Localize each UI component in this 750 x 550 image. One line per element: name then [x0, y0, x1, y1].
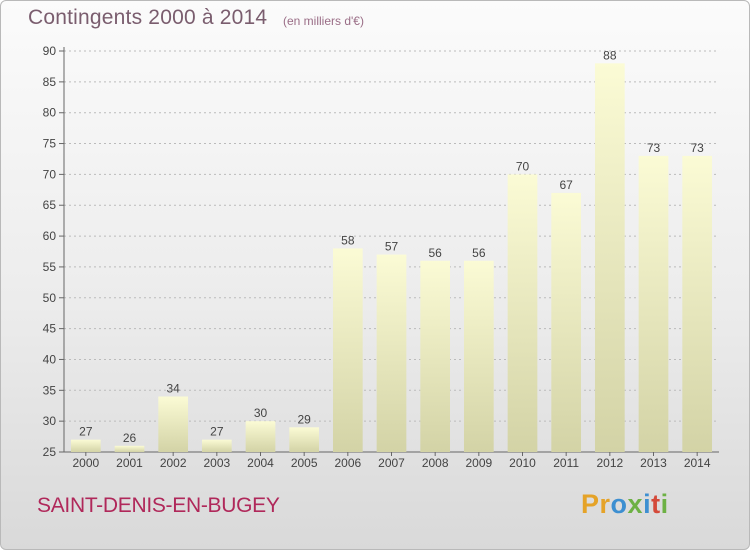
x-tick-label: 2001 [116, 456, 143, 470]
data-label: 67 [559, 178, 573, 192]
logo-letter: x [627, 489, 644, 519]
y-tick-label: 55 [43, 260, 57, 274]
x-tick-label: 2004 [247, 456, 274, 470]
data-label: 88 [603, 48, 617, 62]
y-tick-label: 80 [43, 106, 57, 120]
x-tick-label: 2008 [422, 456, 449, 470]
x-tick-label: 2002 [160, 456, 187, 470]
place-name: SAINT-DENIS-EN-BUGEY [37, 494, 280, 517]
y-tick-label: 70 [43, 167, 57, 181]
y-tick-label: 85 [43, 75, 57, 89]
data-label: 26 [123, 431, 137, 445]
y-tick-label: 25 [43, 445, 57, 459]
proxiti-logo: Proxiti [581, 489, 669, 520]
data-label: 70 [516, 159, 530, 173]
logo-letter: i [660, 489, 669, 519]
x-tick-label: 2014 [684, 456, 711, 470]
y-tick-label: 50 [43, 291, 57, 305]
data-label: 58 [341, 233, 355, 247]
bar [420, 260, 451, 452]
bar [289, 427, 320, 452]
x-tick-label: 2011 [553, 456, 579, 470]
logo-letter: i [643, 489, 652, 519]
bar [158, 396, 189, 452]
x-tick-label: 2003 [203, 456, 230, 470]
y-tick-label: 75 [43, 137, 57, 151]
chart-subtitle: (en milliers d'€) [283, 14, 364, 28]
logo-letter: P [581, 489, 600, 519]
bar [682, 155, 713, 452]
bar [638, 155, 669, 452]
bar [332, 248, 363, 452]
y-tick-label: 45 [43, 322, 57, 336]
y-tick-label: 60 [43, 229, 57, 243]
data-label: 56 [472, 246, 486, 260]
bar [201, 439, 232, 452]
x-tick-label: 2006 [334, 456, 361, 470]
data-label: 73 [690, 141, 704, 155]
logo-letter: t [651, 489, 661, 519]
y-tick-label: 65 [43, 198, 57, 212]
bar [114, 445, 145, 452]
bar [376, 254, 407, 452]
x-tick-label: 2012 [596, 456, 623, 470]
chart-title: Contingents 2000 à 2014 [28, 6, 268, 29]
y-tick-label: 30 [43, 414, 57, 428]
data-label: 34 [166, 381, 180, 395]
x-tick-label: 2010 [509, 456, 536, 470]
bar [245, 421, 276, 452]
bar [463, 260, 494, 452]
x-tick-label: 2005 [291, 456, 318, 470]
x-tick-label: 2007 [378, 456, 405, 470]
bar [507, 174, 538, 452]
x-tick-label: 2009 [465, 456, 492, 470]
data-label: 30 [254, 406, 268, 420]
y-tick-label: 35 [43, 383, 57, 397]
x-tick-label: 2013 [640, 456, 667, 470]
bar [594, 63, 625, 452]
data-label: 56 [428, 246, 442, 260]
logo-letter: o [610, 489, 628, 519]
y-tick-label: 90 [43, 44, 57, 58]
y-tick-label: 40 [43, 352, 57, 366]
data-label: 73 [647, 141, 661, 155]
bar [551, 192, 582, 452]
data-label: 57 [385, 240, 399, 254]
data-label: 27 [210, 425, 224, 439]
data-label: 27 [79, 425, 93, 439]
logo-letter: r [599, 489, 611, 519]
bar [70, 439, 101, 452]
x-tick-label: 2000 [72, 456, 99, 470]
data-label: 29 [297, 412, 311, 426]
